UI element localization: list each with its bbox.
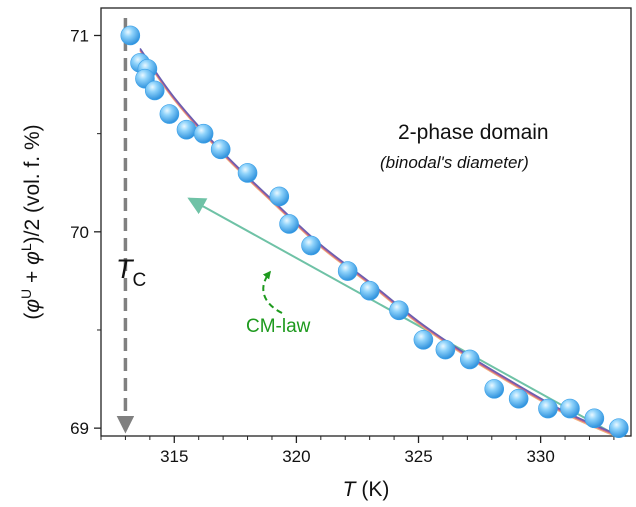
data-point xyxy=(144,80,165,101)
y-tick-label: 69 xyxy=(70,419,89,438)
data-points-layer xyxy=(120,25,629,438)
y-axis-title-sup1: U xyxy=(18,289,34,299)
fit-curve-line xyxy=(139,47,615,434)
data-point xyxy=(560,398,580,419)
y-axis-title-phi1: φ xyxy=(21,299,44,313)
cm-law-label: CM-law xyxy=(246,316,311,337)
data-point xyxy=(279,214,299,234)
data-point xyxy=(460,349,480,370)
data-point xyxy=(159,104,180,124)
domain-sublabel: (binodal's diameter) xyxy=(380,153,529,172)
x-axis-unit: (K) xyxy=(361,478,389,501)
y-axis-title-sup2: L xyxy=(18,243,34,251)
y-axis-title-phi2: φ xyxy=(21,251,44,265)
data-point xyxy=(538,398,558,419)
data-point xyxy=(359,280,380,301)
y-axis-title-post: )/2 (vol. f. %) xyxy=(21,124,44,243)
tc-label-main: T xyxy=(116,254,135,284)
y-tick-label: 71 xyxy=(70,26,89,45)
data-point xyxy=(301,235,321,256)
y-tick-label: 70 xyxy=(70,223,89,242)
domain-label: 2-phase domain xyxy=(398,121,549,144)
data-point xyxy=(237,163,258,183)
tc-label-sub: C xyxy=(133,270,147,291)
y-axis-title-plus: + xyxy=(21,265,44,289)
data-point xyxy=(269,186,290,207)
fit-curve-line xyxy=(139,49,615,436)
data-point xyxy=(435,339,456,360)
axis-ticks: 315 320 325 330 69 70 71 xyxy=(70,26,615,466)
data-point xyxy=(484,379,505,399)
data-point xyxy=(508,388,529,409)
x-tick-label: 315 xyxy=(160,447,188,466)
fit-curve-layer xyxy=(139,47,615,437)
x-tick-label: 320 xyxy=(282,447,310,466)
data-point xyxy=(389,300,409,321)
fit-curve-line xyxy=(139,50,615,437)
data-point xyxy=(413,329,434,350)
data-point xyxy=(210,139,231,160)
cm-law-pointer xyxy=(262,270,283,314)
data-point xyxy=(584,408,605,429)
y-axis-title-pre: ( xyxy=(21,313,44,320)
plot-frame xyxy=(100,7,632,437)
y-axis-title: (φU + φL)/2 (vol. f. %) xyxy=(18,124,44,319)
x-axis-title: T (K) xyxy=(343,478,390,501)
x-axis-var: T xyxy=(343,478,358,501)
x-tick-label: 325 xyxy=(404,447,432,466)
x-tick-label: 330 xyxy=(526,447,554,466)
data-point xyxy=(120,25,141,46)
data-point xyxy=(608,418,629,438)
data-point xyxy=(176,119,197,140)
data-point xyxy=(337,261,358,281)
tc-label: TC xyxy=(116,254,146,291)
data-point xyxy=(193,123,214,144)
